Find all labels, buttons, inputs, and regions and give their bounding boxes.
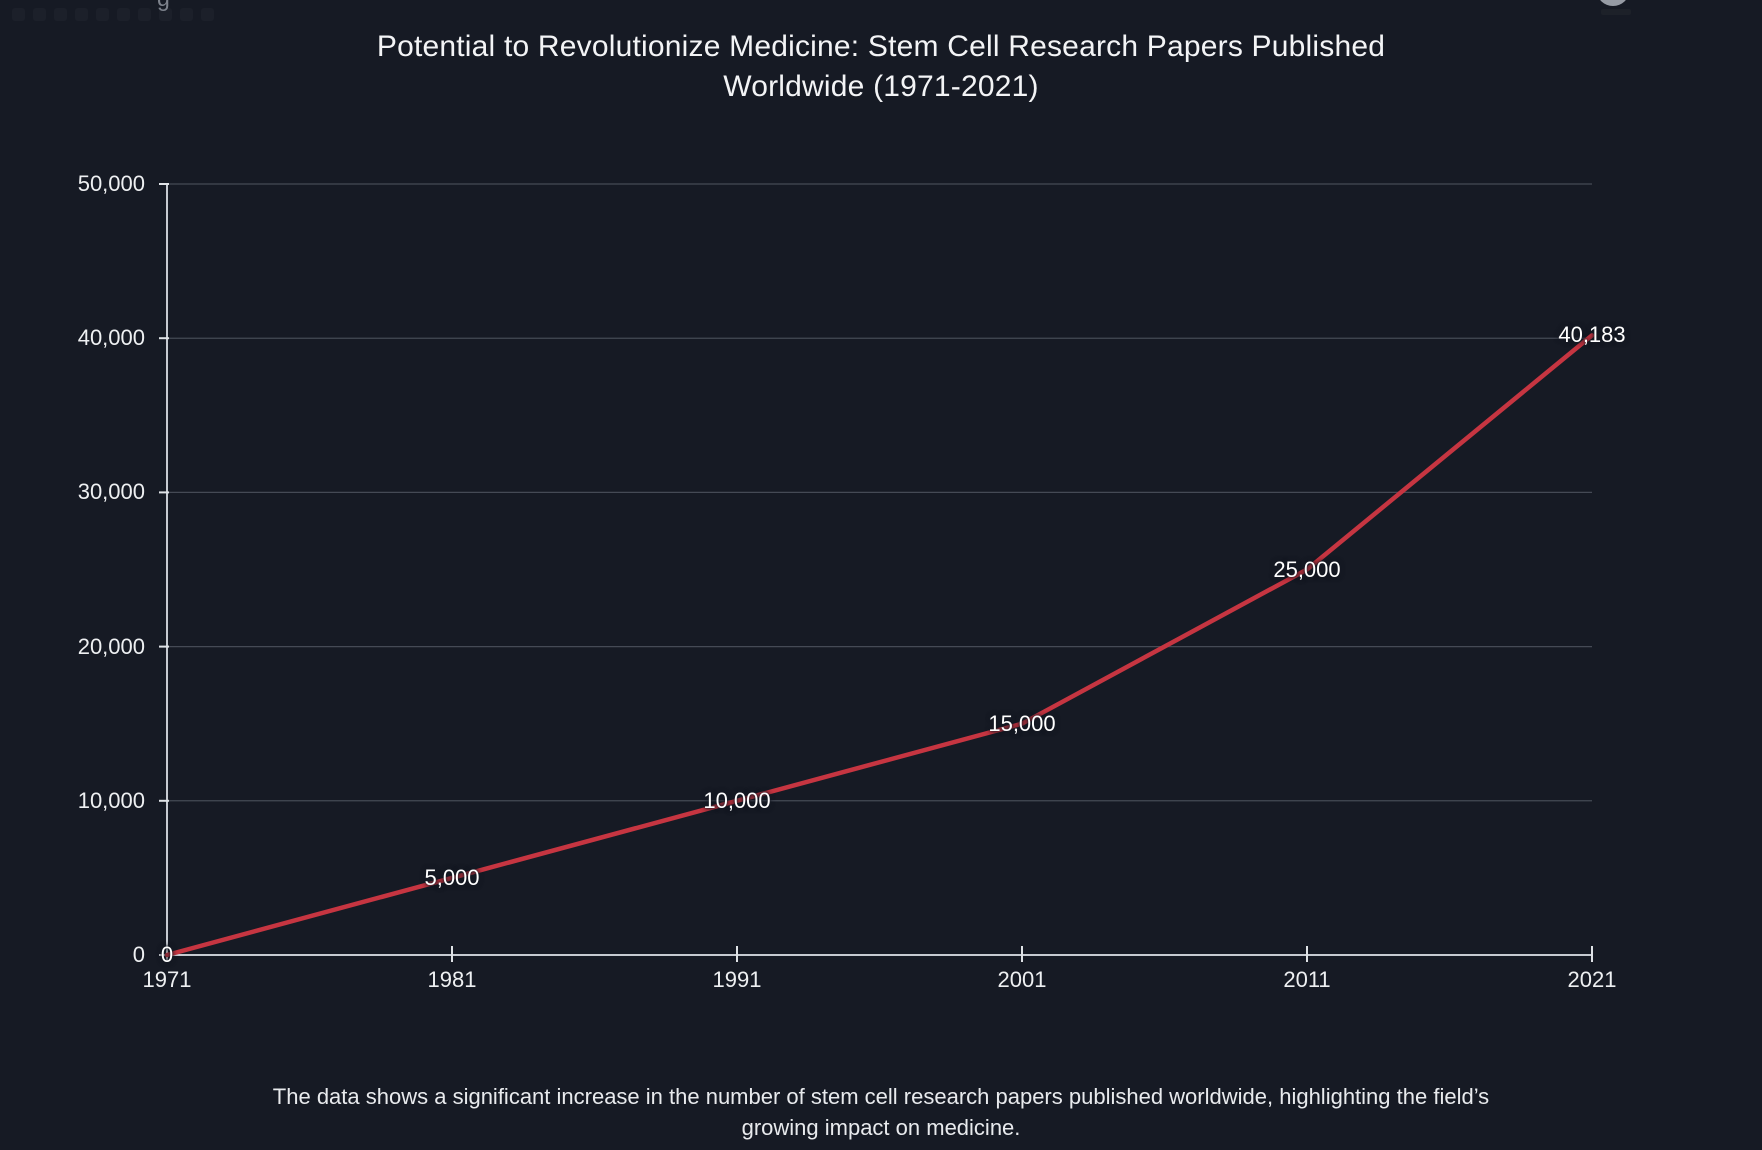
cropped-ui-remnant-dot (138, 8, 151, 21)
chart-title-line2: Worldwide (1971-2021) (723, 70, 1039, 103)
data-point-label: 0 (160, 942, 174, 967)
chart-title: Potential to Revolutionize Medicine: Ste… (0, 27, 1762, 107)
y-axis-tick-label: 20,000 (77, 633, 145, 659)
data-point-label: 10,000 (703, 787, 771, 813)
x-axis-tick-label: 2001 (997, 967, 1047, 992)
y-axis-tick-label: 50,000 (77, 171, 145, 196)
data-point-label: 5,000 (424, 864, 480, 890)
cropped-ui-remnant-dot (159, 8, 172, 21)
data-point-label: 40,183 (1558, 322, 1626, 348)
y-axis-tick-label: 40,000 (77, 325, 145, 351)
cropped-avatar-remnant (1597, 0, 1629, 6)
chart-caption: The data shows a significant increase in… (0, 1081, 1762, 1143)
cropped-ui-remnant-dot (12, 8, 25, 21)
y-axis-tick-label: 10,000 (77, 787, 145, 813)
data-point-label: 25,000 (1273, 556, 1341, 582)
data-point-label: 15,000 (988, 710, 1056, 736)
x-axis-tick-label: 1991 (712, 967, 762, 992)
chart-title-line1: Potential to Revolutionize Medicine: Ste… (376, 30, 1386, 63)
cropped-ui-remnant-dot (201, 8, 214, 21)
x-axis-tick-label: 1981 (427, 967, 477, 992)
cropped-ui-remnant-dot (180, 8, 193, 21)
x-axis-tick-label: 1971 (142, 967, 192, 992)
chart-caption-line2: growing impact on medicine. (741, 1115, 1021, 1140)
cropped-ui-remnant-bar (1601, 9, 1631, 15)
y-axis-tick-label: 0 (132, 942, 145, 967)
x-axis-tick-label: 2011 (1283, 967, 1331, 992)
cropped-ui-remnant-dot (117, 8, 130, 21)
cropped-ui-remnant-dot (33, 8, 46, 21)
y-axis-tick-label: 30,000 (77, 479, 145, 505)
cropped-ui-remnant-dot (54, 8, 67, 21)
cropped-text-remnant: g (157, 0, 170, 10)
cropped-ui-remnant-dot (96, 8, 109, 21)
cropped-ui-remnant-dot (75, 8, 88, 21)
x-axis-tick-label: 2021 (1567, 967, 1617, 992)
data-line-series (164, 333, 1595, 958)
chart-caption-line1: The data shows a significant increase in… (272, 1084, 1490, 1109)
